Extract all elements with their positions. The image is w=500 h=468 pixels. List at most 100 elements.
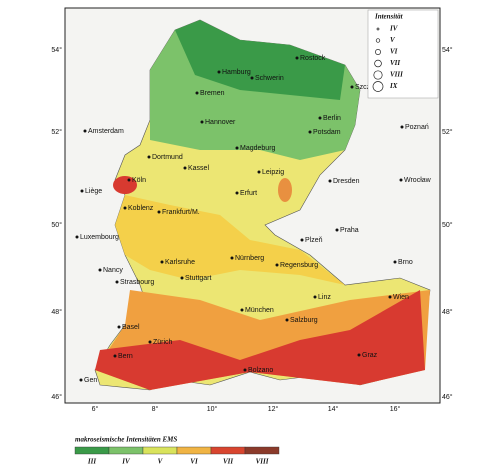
latitude-label: 52°	[51, 128, 62, 136]
city-label: Wien	[393, 294, 409, 301]
city-dot	[117, 325, 121, 329]
legend-symbol	[372, 81, 384, 92]
city-dot	[183, 166, 187, 170]
scale-swatch	[74, 446, 110, 455]
legend-label: IX	[389, 82, 398, 90]
city-dot	[295, 56, 299, 60]
city-dot	[235, 146, 239, 150]
city-dot	[357, 353, 361, 357]
city-label: Hamburg	[222, 69, 251, 76]
city-dot	[79, 378, 83, 382]
city-dot	[75, 235, 79, 239]
legend-label: IV	[389, 25, 399, 33]
city-dot	[147, 155, 151, 159]
city-dot	[217, 70, 221, 74]
scale-label: III	[87, 458, 96, 466]
legend-symbol	[375, 49, 381, 55]
longitude-label: 10°	[207, 405, 218, 413]
city-label: Karlsruhe	[165, 259, 195, 266]
city-label: Dresden	[333, 178, 360, 185]
scale-swatch	[244, 446, 280, 455]
city-label: Praha	[340, 227, 359, 234]
city-label: Kassel	[188, 165, 209, 172]
latitude-label: 52°	[442, 128, 453, 136]
city-dot	[98, 268, 102, 272]
city-dot	[300, 238, 304, 242]
city-dot	[235, 191, 239, 195]
scale-swatch	[176, 446, 212, 455]
city-dot	[157, 210, 161, 214]
city-label: Berlin	[323, 115, 341, 122]
city-label: Erfurt	[240, 190, 257, 197]
city-dot	[328, 179, 332, 183]
legend-box	[367, 9, 439, 99]
city-dot	[318, 116, 322, 120]
city-dot	[160, 260, 164, 264]
city-label: Bern	[118, 353, 133, 360]
intensity-legend: Intensität IV V VI VII VIII IX	[367, 9, 439, 99]
city-label: Amsterdam	[88, 128, 124, 135]
zone-vogtland	[278, 178, 292, 202]
city-label: Frankfurt/M.	[162, 209, 200, 216]
city-label: Nancy	[103, 267, 123, 274]
city-label: Leipzig	[262, 169, 284, 176]
city-dot	[350, 85, 354, 89]
city-dot	[200, 120, 204, 124]
city-dot	[257, 170, 261, 174]
city-label: Luxembourg	[80, 234, 119, 241]
scale-label: VI	[190, 458, 198, 466]
city-dot	[243, 368, 247, 372]
latitude-label: 46°	[442, 393, 453, 401]
latitude-label: 46°	[51, 393, 62, 401]
city-label: Köln	[132, 177, 146, 184]
city-label: Plzeň	[305, 237, 323, 244]
intensity-zones	[94, 19, 431, 391]
longitude-label: 12°	[268, 405, 279, 413]
city-dot	[240, 308, 244, 312]
legend-title: Intensität	[374, 13, 404, 21]
city-label: Graz	[362, 352, 378, 359]
scale-label: VIII	[256, 458, 269, 466]
city-label: Potsdam	[313, 129, 341, 136]
city-dot	[123, 206, 127, 210]
scale-swatch	[210, 446, 246, 455]
city-label: Dortmund	[152, 154, 183, 161]
scale-label: VII	[223, 458, 233, 466]
city-dot	[180, 276, 184, 280]
latitude-label: 50°	[442, 221, 453, 229]
city-label: Strasbourg	[120, 279, 154, 286]
zone-koeln	[113, 176, 137, 194]
zone-viii	[95, 290, 425, 390]
city-label: Gen	[84, 377, 97, 384]
longitude-label: 8°	[152, 405, 159, 413]
latitude-label: 50°	[51, 221, 62, 229]
city-label: Regensburg	[280, 262, 318, 269]
legend-symbol	[376, 27, 380, 31]
city-label: Koblenz	[128, 205, 154, 212]
city-label: Stuttgart	[185, 275, 212, 282]
city-layer: HamburgRostockSchwerinSzczecinBremenAmst…	[75, 55, 432, 384]
city-label: Bremen	[200, 90, 225, 97]
city-dot	[127, 178, 131, 182]
city-dot	[80, 189, 84, 193]
city-dot	[113, 354, 117, 358]
scale-label: V	[158, 458, 164, 466]
zone-iii	[175, 20, 345, 100]
longitude-label: 6°	[92, 405, 99, 413]
city-label: Zürich	[153, 339, 173, 346]
legend-label: V	[390, 36, 396, 44]
city-dot	[399, 178, 403, 182]
color-scale: III IV V VI VII VIII	[74, 446, 280, 466]
latitude-label: 54°	[442, 46, 453, 54]
city-label: Hannover	[205, 119, 236, 126]
city-dot	[250, 76, 254, 80]
city-label: Salzburg	[290, 317, 318, 324]
longitude-label: 14°	[328, 405, 339, 413]
zone-vi	[115, 195, 345, 285]
latitude-label: 54°	[51, 46, 62, 54]
city-dot	[308, 130, 312, 134]
legend-symbol	[373, 70, 383, 80]
city-label: Nürnberg	[235, 255, 264, 262]
city-label: Poznań	[405, 124, 429, 131]
